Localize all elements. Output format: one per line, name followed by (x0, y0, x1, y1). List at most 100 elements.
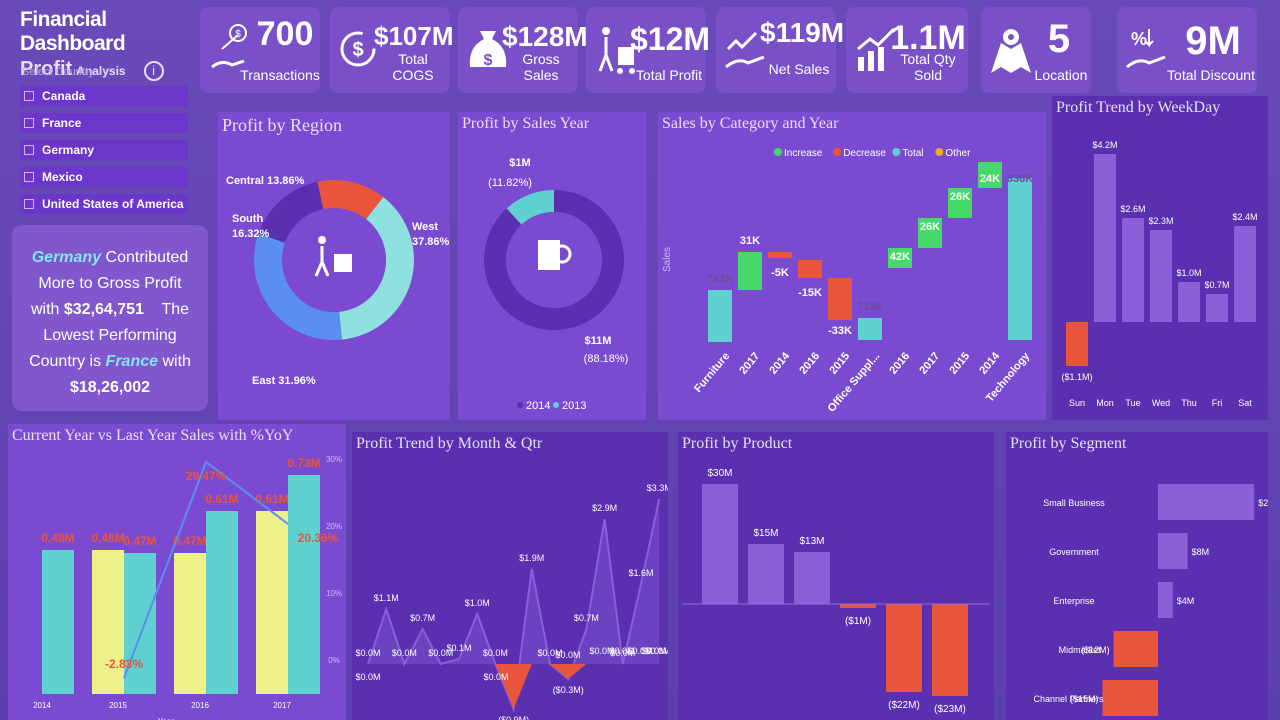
donut-label: West 37.86% (412, 221, 450, 248)
data-label: -5K (771, 267, 789, 279)
waterfall-bar (1008, 178, 1032, 340)
data-label: $0.0M (609, 646, 634, 656)
kpi-value: $12M (630, 21, 711, 57)
info-icon[interactable]: i (143, 61, 164, 81)
bar (840, 604, 876, 608)
legend-swatch (774, 148, 782, 156)
data-label: ($0.9M) (498, 715, 529, 720)
legend-swatch (517, 402, 523, 408)
panel-title: Profit by Region (222, 115, 342, 135)
bar (932, 604, 968, 696)
bar-cy (206, 511, 238, 694)
y-tick-label: Enterprise (1053, 596, 1094, 606)
waterfall-bar (888, 248, 912, 268)
legend-label: Decrease (843, 148, 886, 159)
checkbox[interactable] (24, 199, 34, 209)
checkbox[interactable] (24, 145, 34, 155)
country-label: Germany (42, 143, 95, 157)
data-label: $0.7M (574, 613, 599, 623)
svg-text:$: $ (235, 29, 241, 40)
x-tick-label: 2017 (917, 350, 942, 376)
donut-pct: (88.18%) (584, 353, 629, 365)
legend-label: 2014 (526, 400, 550, 412)
kpi-label: Total COGS (392, 51, 434, 83)
legend-swatch (553, 402, 559, 408)
data-label: ($0.3M) (553, 685, 584, 695)
insight-text-2: The Lowest Performing Country is (29, 301, 190, 370)
bar (1150, 230, 1172, 322)
data-label: 0.47M (123, 534, 156, 548)
data-label: 836K (1007, 173, 1033, 185)
data-label: 26K (950, 191, 970, 203)
checkbox[interactable] (24, 91, 34, 101)
bar (1102, 680, 1158, 716)
donut-label-line: East 31.96% (252, 375, 316, 387)
country-option[interactable]: United States of America (20, 194, 188, 214)
cy-ly-combo-chart: 0.48M 0.47M0.61M0.48M20140.47M20150.61M20… (33, 455, 342, 720)
x-tick-label: Tue (1125, 398, 1140, 408)
panel-profit-by-month: Profit Trend by Month & Qtr $0.0M $1.1M $0… (352, 432, 672, 720)
x-tick-label: Thu (1181, 398, 1197, 408)
x-tick-label: Furniture (692, 350, 732, 395)
bar (1234, 226, 1256, 322)
country-option[interactable]: Germany (20, 140, 188, 160)
kpi-value: $107M (374, 21, 454, 51)
waterfall-bar (858, 318, 882, 340)
country-option[interactable]: France (20, 113, 188, 133)
country-option[interactable]: Canada (20, 86, 188, 106)
negative-area (495, 664, 532, 709)
y-tick-label: Government (1049, 547, 1099, 557)
donut-label-line: West (412, 221, 438, 233)
icon-part (334, 254, 352, 272)
bar-ly (174, 553, 206, 694)
waterfall-bar (798, 260, 822, 278)
worst-country: France (105, 353, 159, 370)
y-tick-label: Channel Partners (1033, 694, 1104, 704)
kpi-label: Total Profit (635, 67, 703, 83)
x-tick-label: 2016 (797, 350, 822, 376)
panel-profit-by-product: Profit by Product $30M $15M $13M ($1M) ($22M… (678, 432, 994, 720)
trolley-icon (314, 236, 352, 277)
donut-label-line: 16.32% (232, 228, 270, 240)
insight-text-3: with (162, 353, 191, 370)
x-tick-label: 2015 (109, 701, 127, 710)
icon-part (318, 236, 326, 244)
data-label: $0.0M (355, 672, 380, 682)
data-label: ($23M) (934, 704, 966, 715)
donut-slice (506, 190, 554, 225)
x-tick-label: Fri (1212, 398, 1223, 408)
data-label: 0.61M (205, 492, 238, 506)
panel-title: Profit by Sales Year (462, 115, 590, 132)
donut-value: $1M (509, 157, 530, 169)
y2-tick-label: 20% (326, 522, 342, 531)
panel-profit-by-segment: Profit by Segment Small Business $26M Gove… (1006, 432, 1280, 720)
trolley-icon (598, 27, 635, 74)
donut-pct: (11.82%) (488, 177, 532, 189)
panel-title: Profit Trend by WeekDay (1056, 99, 1221, 116)
donut-slice (484, 190, 624, 330)
bar (794, 552, 830, 604)
x-tick-label: 2014 (977, 350, 1002, 377)
checkbox[interactable] (24, 118, 34, 128)
legend-swatch (935, 148, 944, 156)
data-label: 719K (857, 301, 883, 313)
data-label: $2.9M (592, 503, 617, 513)
yoy-line (123, 460, 289, 679)
country-option[interactable]: Mexico (20, 167, 188, 187)
x-axis-label: Year (158, 717, 175, 720)
data-label: $4M (1177, 596, 1195, 606)
data-label: ($22M) (888, 700, 920, 711)
waterfall-bar (948, 188, 972, 218)
data-label: -2.83% (105, 657, 143, 671)
donut-label-line: 37.86% (412, 236, 450, 248)
bar (1158, 582, 1173, 618)
bar-cy (42, 550, 74, 694)
data-label: $26M (1258, 498, 1268, 508)
data-label: $2.3M (1148, 216, 1173, 226)
legend-label: Increase (784, 148, 823, 159)
data-label: $1.0M (465, 598, 490, 608)
bar (886, 604, 922, 692)
x-tick-label: 2014 (33, 701, 51, 710)
checkbox[interactable] (24, 172, 34, 182)
data-label: $1.6M (628, 568, 653, 578)
